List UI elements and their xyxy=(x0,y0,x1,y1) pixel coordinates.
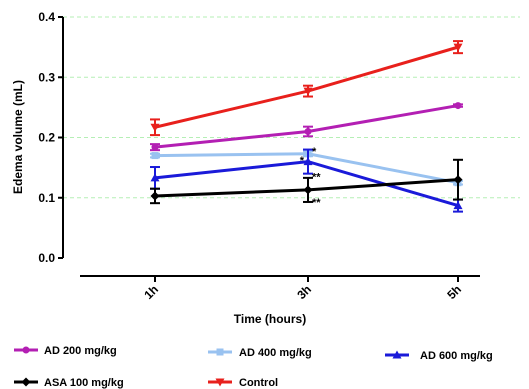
series-line xyxy=(154,45,459,129)
series-layer xyxy=(150,40,463,213)
series-ad-200-mg-kg xyxy=(150,102,463,152)
data-point-marker xyxy=(453,175,463,185)
legend-entry: AD 600 mg/kg xyxy=(385,350,493,362)
legend-label: Control xyxy=(239,377,278,389)
legend-entry: AD 400 mg/kg xyxy=(208,347,312,359)
data-point-marker xyxy=(150,123,160,132)
legend-label: ASA 100 mg/kg xyxy=(44,377,124,389)
x-axis-title: Time (hours) xyxy=(234,312,306,326)
legend-entry: Control xyxy=(208,377,278,389)
series-asa-100-mg-kg xyxy=(150,158,463,205)
x-tick-label: 3h xyxy=(294,282,314,302)
data-point-marker xyxy=(21,377,31,387)
y-axis-title: Edema volume (mL) xyxy=(11,80,25,194)
y-tick-label: 0.4 xyxy=(38,10,55,24)
significance-mark: * xyxy=(300,155,305,167)
series-ad-400-mg-kg xyxy=(150,150,463,187)
y-tick-label: 0.3 xyxy=(38,70,55,84)
legend-label: AD 200 mg/kg xyxy=(44,345,117,357)
series-ad-600-mg-kg xyxy=(150,148,463,213)
data-point-marker xyxy=(454,102,462,110)
x-tick-label: 1h xyxy=(141,282,161,302)
axes xyxy=(58,16,480,282)
data-point-marker xyxy=(392,350,402,359)
data-point-marker xyxy=(303,87,313,96)
legend-entry: AD 200 mg/kg xyxy=(14,345,117,357)
y-tick-label: 0.2 xyxy=(38,131,55,145)
y-tick-label: 0.0 xyxy=(38,251,55,265)
legend-label: AD 600 mg/kg xyxy=(420,350,493,362)
data-point-marker xyxy=(150,173,160,182)
legend-entry: ASA 100 mg/kg xyxy=(14,377,124,389)
data-point-marker xyxy=(151,143,159,151)
legend-label: AD 400 mg/kg xyxy=(239,347,312,359)
data-point-marker xyxy=(453,43,463,52)
data-point-marker xyxy=(303,157,313,166)
significance-mark: ** xyxy=(312,197,321,209)
data-point-marker xyxy=(304,127,312,135)
tick-labels: 0.0 0.1 0.2 0.3 0.4 1h 3h 5h xyxy=(38,10,464,302)
data-point-marker xyxy=(22,346,30,354)
significance-mark: * xyxy=(312,146,317,158)
series-control xyxy=(150,40,463,137)
data-point-marker xyxy=(216,348,224,356)
x-tick-label: 5h xyxy=(444,282,464,302)
data-point-marker xyxy=(151,152,159,160)
legend: AD 200 mg/kg AD 400 mg/kg AD 600 mg/kg ASA … xyxy=(14,345,493,389)
grid-lines xyxy=(63,16,520,199)
data-point-marker xyxy=(215,378,225,387)
data-point-marker xyxy=(453,201,463,210)
data-point-marker xyxy=(303,185,313,195)
significance-mark: ** xyxy=(312,172,321,184)
data-point-marker xyxy=(150,191,160,201)
y-tick-label: 0.1 xyxy=(38,191,55,205)
significance-annotations: ****** xyxy=(300,146,322,209)
